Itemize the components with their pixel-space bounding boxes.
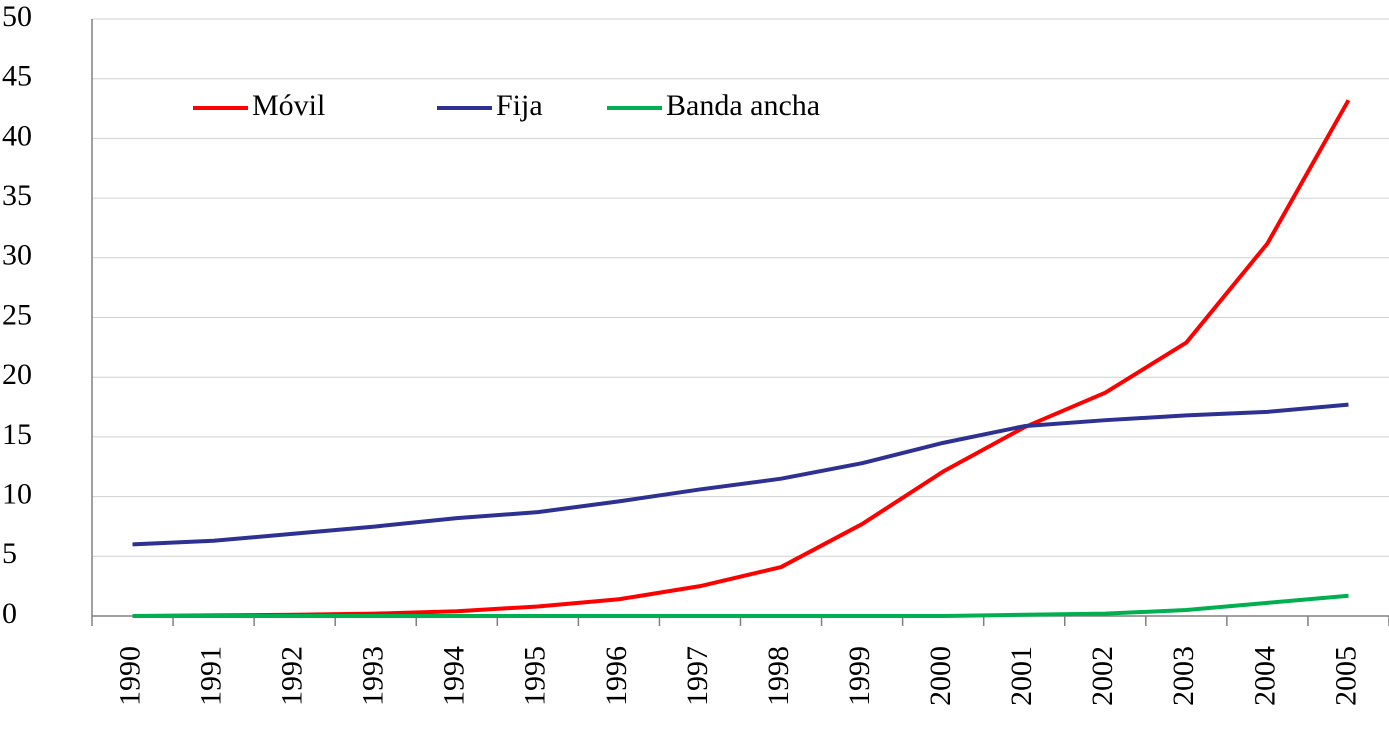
x-tick-label: 2005 — [1329, 646, 1362, 706]
x-tick-label: 2001 — [1005, 646, 1038, 706]
y-tick-label: 45 — [2, 60, 32, 93]
y-tick-label: 30 — [2, 239, 32, 272]
x-tick-label: 1998 — [762, 646, 795, 706]
x-tick-label: 1999 — [843, 646, 876, 706]
x-tick-label: 2003 — [1167, 646, 1200, 706]
y-tick-label: 15 — [2, 418, 32, 451]
x-tick-label: 1995 — [519, 646, 552, 706]
x-tick-label: 1990 — [113, 646, 146, 706]
y-tick-label: 10 — [2, 477, 32, 510]
y-tick-label: 5 — [2, 537, 17, 570]
y-tick-label: 50 — [2, 0, 32, 33]
x-tick-label: 1993 — [357, 646, 390, 706]
series-line — [132, 593, 1349, 618]
x-tick-label: 2002 — [1086, 646, 1119, 706]
y-tick-label: 35 — [2, 179, 32, 212]
y-tick-label: 25 — [2, 298, 32, 331]
y-tick-label: 20 — [2, 358, 32, 391]
x-tick-label: 1994 — [438, 646, 471, 706]
x-tick-label: 1997 — [681, 646, 714, 706]
x-tick-label: 2000 — [924, 646, 957, 706]
x-tick-label: 1992 — [276, 646, 309, 706]
series-line — [132, 99, 1351, 618]
x-tick-label: 1991 — [194, 646, 227, 706]
legend-label: Banda ancha — [666, 89, 820, 122]
legend-label: Móvil — [252, 89, 325, 122]
x-tick-label: 2004 — [1248, 646, 1281, 706]
series-line — [132, 402, 1349, 547]
y-tick-label: 40 — [2, 119, 32, 152]
y-tick-label: 0 — [2, 597, 17, 630]
legend-label: Fija — [496, 89, 543, 122]
x-tick-label: 1996 — [600, 646, 633, 706]
